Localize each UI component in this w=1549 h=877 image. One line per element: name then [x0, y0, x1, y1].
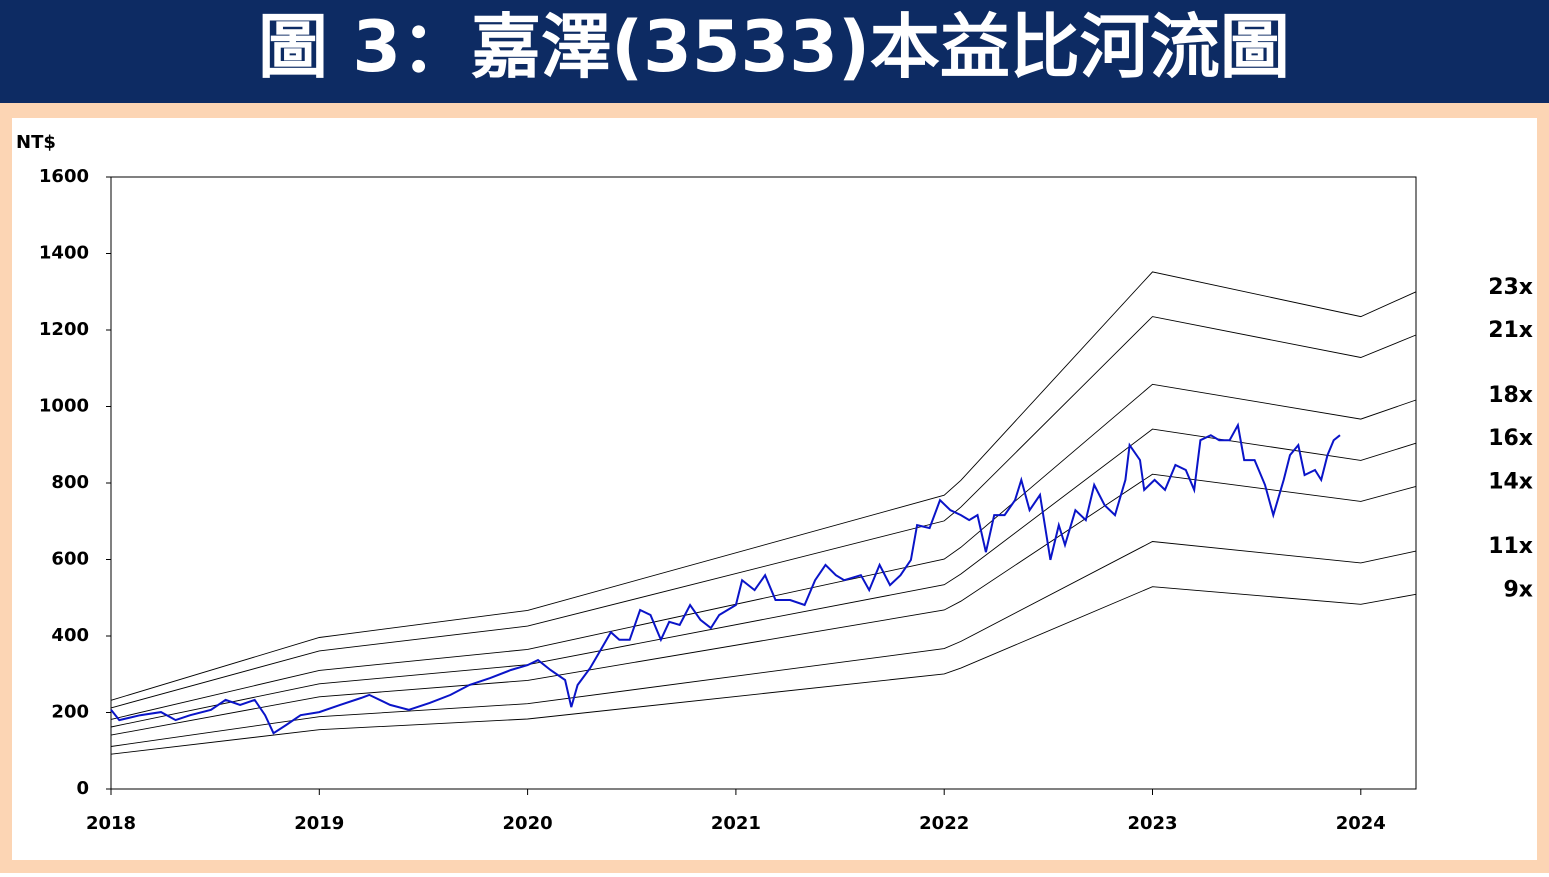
y-tick-label: 1400 — [39, 243, 89, 264]
x-tick-label: 2020 — [503, 813, 553, 834]
band-line — [110, 383, 1417, 720]
x-tick-label: 2024 — [1336, 813, 1386, 834]
band-line — [110, 541, 1417, 747]
x-tick-label: 2018 — [86, 813, 136, 834]
band-label: 9x — [1504, 577, 1534, 602]
y-tick-label: 800 — [51, 472, 89, 493]
band-line — [110, 473, 1417, 736]
y-tick-label: 200 — [51, 702, 89, 723]
y-tick-label: 400 — [51, 625, 89, 646]
band-label: 11x — [1488, 534, 1533, 559]
band-label: 18x — [1488, 383, 1533, 408]
band-line — [110, 271, 1417, 701]
band-line — [110, 316, 1417, 709]
y-axis-label: NT$ — [16, 132, 56, 153]
band-line — [110, 428, 1417, 728]
y-tick-label: 600 — [51, 549, 89, 570]
title-bar — [0, 0, 1549, 103]
band-label: 21x — [1488, 318, 1533, 343]
x-tick-label: 2023 — [1127, 813, 1177, 834]
band-line — [110, 586, 1417, 755]
y-tick-label: 0 — [76, 778, 89, 799]
band-label: 23x — [1488, 275, 1533, 300]
panel — [12, 118, 1537, 860]
y-tick-label: 1200 — [39, 319, 89, 340]
band-label: 14x — [1488, 469, 1533, 494]
band-label: 16x — [1488, 426, 1533, 451]
x-tick-label: 2019 — [294, 813, 344, 834]
x-tick-label: 2022 — [919, 813, 969, 834]
y-tick-label: 1600 — [39, 166, 89, 187]
x-tick-label: 2021 — [711, 813, 761, 834]
y-tick-label: 1000 — [39, 396, 89, 417]
price-line — [110, 422, 1341, 735]
chart-title: 圖 3：嘉澤(3533)本益比河流圖 — [258, 6, 1290, 88]
